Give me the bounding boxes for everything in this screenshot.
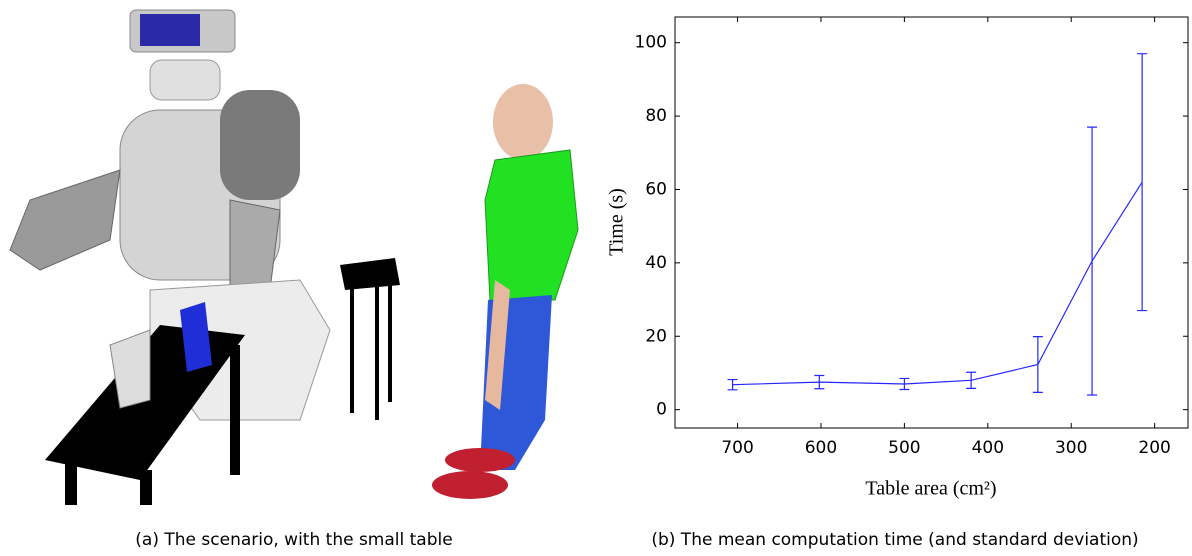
y-tick-label: 20	[645, 326, 667, 346]
x-axis-label: Table area (cm²)	[865, 478, 996, 500]
small-table-leg	[375, 285, 379, 420]
y-tick-label: 40	[645, 253, 667, 273]
y-axis-label: Time (s)	[606, 188, 628, 256]
caption: (b) The mean computation time (and stand…	[651, 530, 1138, 550]
small-table-leg	[388, 282, 392, 402]
error-bar	[1032, 336, 1043, 394]
human-shoe	[445, 448, 515, 472]
human-head	[493, 84, 553, 160]
small-table-top	[340, 258, 400, 290]
error-bar	[727, 378, 738, 391]
x-tick-label: 200	[1138, 438, 1170, 458]
table-leg	[65, 460, 77, 505]
robot-shoulder	[220, 90, 300, 200]
error-bar	[966, 371, 977, 389]
robot-neck	[149, 59, 221, 101]
error-bar	[1087, 126, 1098, 396]
error-bar	[1137, 53, 1148, 312]
small-table-leg	[350, 285, 354, 413]
robot-sensor	[140, 14, 200, 46]
human-arm	[485, 280, 510, 410]
object-box	[109, 329, 151, 409]
y-tick-label: 60	[645, 179, 667, 199]
mean-line	[732, 181, 1143, 386]
x-tick-label: 600	[805, 438, 837, 458]
y-tick-label: 100	[635, 33, 667, 53]
plot-frame	[674, 16, 1189, 429]
object-blue	[180, 302, 212, 372]
y-tick-label: 0	[656, 400, 667, 420]
x-tick-label: 700	[721, 438, 753, 458]
x-tick-label: 400	[972, 438, 1004, 458]
x-tick-label: 500	[888, 438, 920, 458]
error-bar	[814, 374, 825, 390]
caption: (a) The scenario, with the small table	[135, 530, 452, 550]
human-shirt	[484, 149, 579, 301]
human-shoe	[432, 471, 508, 499]
x-tick-label: 300	[1055, 438, 1087, 458]
error-bar	[899, 377, 910, 391]
y-tick-label: 80	[645, 106, 667, 126]
table-leg	[230, 345, 240, 475]
table-leg	[140, 470, 152, 505]
scenario-illustration	[9, 9, 579, 505]
robot-arm-left	[9, 169, 121, 271]
